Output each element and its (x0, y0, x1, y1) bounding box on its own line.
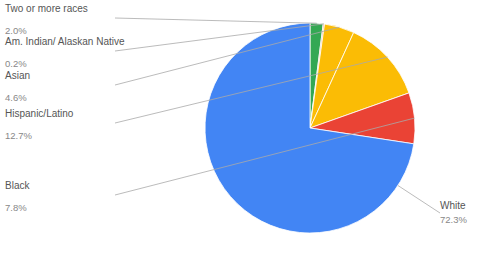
slice-value-label: 4.6% (5, 92, 27, 103)
slice-label: Black (5, 180, 30, 191)
pie (205, 23, 415, 233)
pie-slice (205, 23, 414, 233)
slice-label: Two or more races (5, 3, 88, 14)
leader-line (115, 27, 339, 85)
leader-line (115, 24, 324, 51)
leader-line (115, 118, 415, 195)
slice-value-label: 2.0% (5, 25, 27, 36)
leader-line (115, 57, 387, 123)
slice-label: Asian (5, 70, 30, 81)
leader-line (398, 185, 440, 213)
slice-value-label: 72.3% (440, 214, 467, 225)
slice-value-label: 0.2% (5, 58, 27, 69)
labels: Two or more races 2.0%Am. Indian/ Alaskan… (5, 3, 467, 225)
slice-label: Hispanic/Latino (5, 108, 74, 119)
leader-line (115, 18, 317, 23)
slice-label: White (440, 200, 466, 211)
slice-value-label: 7.8% (5, 202, 27, 213)
slice-value-label: 12.7% (5, 130, 32, 141)
slice-label: Am. Indian/ Alaskan Native (5, 36, 125, 47)
chart: Two or more races 2.0%Am. Indian/ Alaskan… (0, 0, 500, 257)
